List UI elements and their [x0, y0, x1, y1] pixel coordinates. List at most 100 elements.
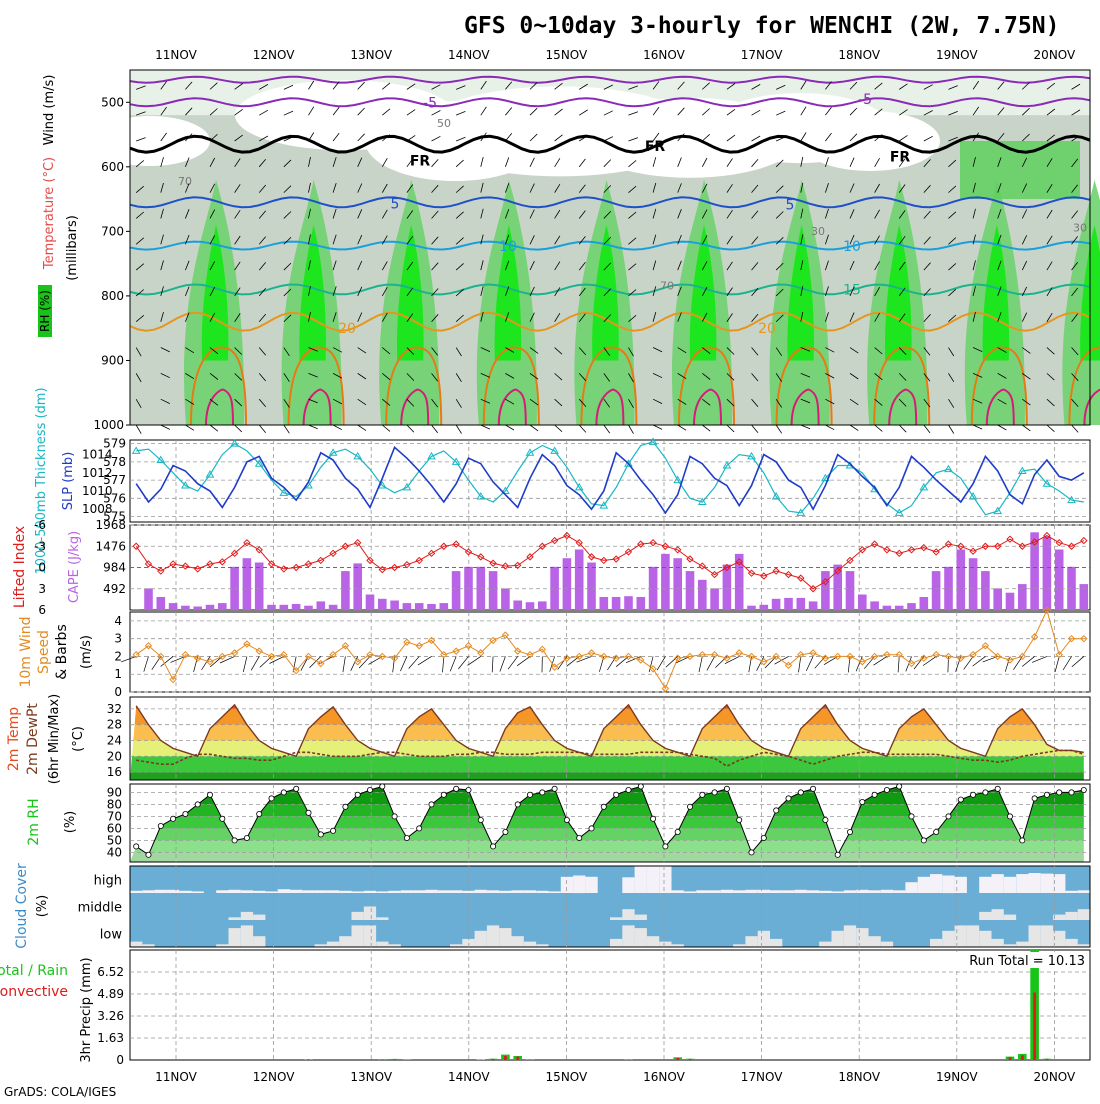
precip-tick-label: 3.26: [97, 1009, 124, 1023]
wind-barb: [400, 656, 407, 671]
rh-contour-label: 30: [1073, 221, 1087, 234]
precip-tick-label: 1.63: [97, 1031, 124, 1045]
cape-bar: [440, 603, 449, 610]
precip-convective-bar: [307, 1059, 310, 1060]
cape-tick-label: 984: [103, 561, 126, 575]
rh-marker: [946, 814, 951, 819]
cloud-cell-high: [709, 890, 721, 893]
cloud-cell-high: [819, 891, 831, 893]
upper-wind-barb: [973, 425, 982, 429]
rh-marker: [1020, 838, 1025, 843]
cloud-cell-high: [536, 891, 548, 893]
upper-wind-barb: [284, 425, 290, 433]
cape-bar: [132, 609, 141, 610]
cape-bar: [1006, 593, 1015, 610]
cape-bar: [181, 606, 190, 610]
rh-marker: [380, 784, 385, 789]
cloud-cell-high: [930, 874, 942, 893]
cloud-cell-high: [352, 891, 364, 893]
cloud-cell-mid: [253, 915, 265, 920]
cloud-cell-high: [635, 866, 647, 893]
upper-wind-barb: [702, 425, 710, 431]
precip-total-label: Total / Rain: [0, 963, 68, 979]
cloud-cell-low: [327, 942, 339, 947]
precip-convective-bar: [689, 1059, 692, 1060]
cloud-cell-high: [758, 890, 770, 893]
rh-marker: [958, 797, 963, 802]
rh-marker: [712, 790, 717, 795]
wind-barb: [243, 656, 247, 672]
upper-wind-barb: [259, 425, 265, 433]
precip-tick-label: 0: [116, 1053, 124, 1067]
rh-marker: [429, 802, 434, 807]
cloud-cell-high: [770, 890, 782, 893]
temp-tick-label: 24: [107, 733, 122, 747]
precip-convective-bar: [1033, 993, 1036, 1061]
wind-barb: [121, 656, 136, 661]
cloud-cell-low: [1065, 939, 1077, 947]
lifted-index-axis-label: Lifted Index: [12, 526, 28, 608]
thickness-line: [136, 442, 1084, 515]
cloud-cell-low: [339, 936, 351, 947]
cloud-cell-low: [844, 925, 856, 947]
cloud-cell-high: [315, 890, 327, 893]
cloud-cell-high: [585, 877, 597, 893]
precip-convective-bar: [504, 1056, 507, 1060]
wind-tick-label: 4: [114, 614, 122, 628]
temp-axis-label-4: (°C): [71, 726, 86, 752]
cape-bar: [526, 602, 535, 610]
cape-bar: [821, 571, 830, 610]
precip-convective-bar: [627, 1060, 630, 1061]
rh-axis-label: RH (%): [38, 290, 52, 332]
upper-wind-barb: [924, 425, 930, 433]
wind-tick-label: 3: [114, 632, 122, 646]
cloud-cell-low: [856, 928, 868, 947]
cloud-cell-high: [807, 890, 819, 893]
cape-bar: [1030, 532, 1039, 610]
rh-marker: [909, 814, 914, 819]
cloud-cell-high: [905, 882, 917, 893]
cloud-cell-mid: [1004, 915, 1016, 920]
cloud-cell-high: [278, 889, 290, 893]
cloud-cell-high: [721, 890, 733, 893]
temp-tick-label: 32: [107, 702, 122, 716]
upper-wind-barb: [899, 425, 906, 432]
isotherm-label: 10: [843, 239, 861, 255]
pressure-tick-label: 500: [101, 95, 124, 109]
cape-bar: [846, 571, 855, 610]
cloud-cell-high: [832, 891, 844, 893]
rh-tick-label: 50: [107, 833, 122, 847]
cloud-cell-high: [512, 890, 524, 893]
rh-marker: [934, 829, 939, 834]
cloud-cell-high: [241, 890, 253, 893]
date-tick-bottom: 20NOV: [1034, 1070, 1076, 1084]
rh-marker: [478, 817, 483, 822]
cloud-cell-low: [241, 925, 253, 947]
chart-title: GFS 0~10day 3-hourly for WENCHI (2W, 7.7…: [464, 13, 1059, 39]
rh-marker: [614, 792, 619, 797]
rh-marker: [1032, 796, 1037, 801]
cape-bar: [932, 571, 941, 610]
rh-marker: [1007, 814, 1012, 819]
date-tick-top: 18NOV: [838, 48, 880, 62]
wind-barb: [799, 656, 801, 672]
rh-marker: [651, 816, 656, 821]
cloud-cell-high: [1053, 874, 1065, 893]
date-tick-bottom: 17NOV: [741, 1070, 783, 1084]
isotherm-label: FR: [890, 149, 911, 165]
rh-marker: [392, 814, 397, 819]
cloud-cell-high: [549, 891, 561, 893]
cape-bar: [637, 597, 646, 610]
cloud-cell-low: [881, 942, 893, 947]
rh-tick-label: 60: [107, 821, 122, 835]
cloud-cell-high: [992, 874, 1004, 893]
cloud-cell-high: [573, 876, 585, 894]
cloud-cell-high: [302, 890, 314, 893]
wind-tick-label: 0: [114, 685, 122, 699]
temp-tick-label: 20: [107, 749, 122, 763]
rh-marker: [638, 784, 643, 789]
date-tick-top: 13NOV: [350, 48, 392, 62]
cape-bar: [280, 605, 289, 610]
